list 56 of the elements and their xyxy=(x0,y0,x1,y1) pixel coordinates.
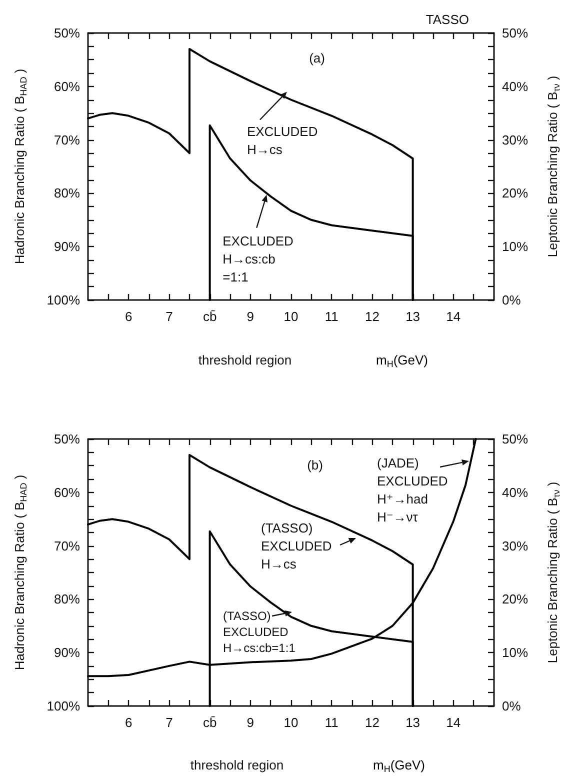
y2-tick-label: 50% xyxy=(502,26,528,40)
x-tick-label: 9 xyxy=(246,715,254,730)
text: threshold region xyxy=(190,758,284,772)
y-tick-label: 100% xyxy=(46,698,80,714)
y2-tick-label: 40% xyxy=(502,78,528,94)
annotation: EXCLUDED H→cs:cb =1:1 xyxy=(222,233,294,284)
x-tick-label: 13 xyxy=(406,715,420,730)
x-tick-label: 14 xyxy=(446,309,461,324)
x-tick-label: 12 xyxy=(364,715,380,730)
y-tick-label: 60% xyxy=(54,78,80,94)
y2-tick-label: 50% xyxy=(502,432,528,446)
y-tick-label: 90% xyxy=(54,239,80,254)
y2-tick-label: 30% xyxy=(502,538,528,554)
y2-tick-label: 20% xyxy=(502,592,528,607)
annotation: (JADE) EXCLUDED H⁺→had H⁻→ντ xyxy=(377,456,448,524)
y-tick-label: 60% xyxy=(54,484,80,500)
y2-tick-label: 40% xyxy=(502,484,528,500)
annotation: EXCLUDED H→cs xyxy=(246,124,318,158)
y2-tick-label: 10% xyxy=(502,239,528,254)
y2-tick-label: 20% xyxy=(502,186,528,201)
chart-title: TASSO xyxy=(426,12,470,27)
y2-tick-label: 30% xyxy=(502,132,528,148)
x-tick-label: 10 xyxy=(284,715,298,730)
y-tick-label: 80% xyxy=(54,592,80,607)
x-tick-label: 12 xyxy=(364,309,380,324)
text: threshold region xyxy=(198,352,292,368)
y2-tick-label: 0% xyxy=(502,292,522,308)
y-tick-label: 50% xyxy=(54,432,80,446)
y-tick-label: 100% xyxy=(46,292,80,308)
y-tick-label: 70% xyxy=(54,538,80,554)
x-tick-label: 11 xyxy=(324,715,338,730)
y2-axis-title: Leptonic Branching Ratio ( Bτν ) xyxy=(545,76,562,258)
x-tick-label: 10 xyxy=(284,309,298,324)
y2-axis-title: Leptonic Branching Ratio ( Bτν ) xyxy=(545,482,562,664)
y-tick-label: 90% xyxy=(54,645,80,660)
x-tick-label: 6 xyxy=(124,715,132,730)
x-tick-label: 13 xyxy=(406,309,420,324)
x-tick-label: 7 xyxy=(166,715,173,730)
y-axis-title: Hadronic Branching Ratio ( BHAD ) xyxy=(12,68,28,264)
x-tick-label: 14 xyxy=(446,715,461,730)
annotation: (b) xyxy=(307,458,323,472)
y-tick-label: 70% xyxy=(54,132,80,148)
annotation: (a) xyxy=(309,50,325,66)
y2-tick-label: 0% xyxy=(502,698,522,714)
y2-tick-label: 10% xyxy=(502,645,528,660)
y-tick-label: 50% xyxy=(54,26,80,40)
x-tick-label: 9 xyxy=(246,309,254,324)
x-tick-label: cb̄ xyxy=(202,309,217,324)
y-axis-title: Hadronic Branching Ratio ( BHAD ) xyxy=(12,474,28,670)
x-tick-label: 7 xyxy=(166,309,173,324)
annotation: (TASSO) EXCLUDED H→cs:cb=1:1 xyxy=(223,609,296,655)
x-tick-label: 11 xyxy=(324,309,338,324)
y-tick-label: 80% xyxy=(54,186,80,201)
annotation: (TASSO) EXCLUDED H→cs xyxy=(261,520,332,572)
x-tick-label: 6 xyxy=(124,309,132,324)
x-tick-label: cb̄ xyxy=(202,715,217,730)
